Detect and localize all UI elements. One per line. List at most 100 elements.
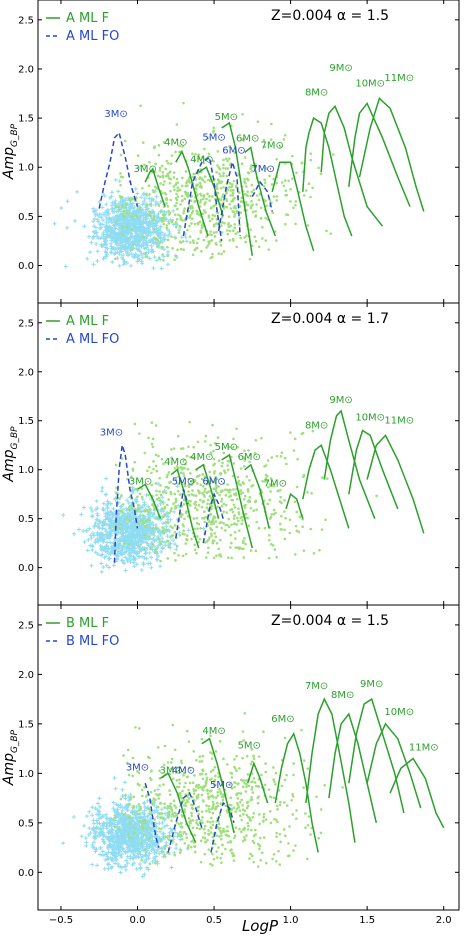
f-star-point — [185, 798, 189, 802]
f-model-track — [144, 167, 166, 207]
f-star-point — [183, 533, 186, 536]
f-star-point — [204, 515, 207, 519]
f-star-point — [147, 436, 150, 440]
f-star-point — [191, 781, 195, 785]
f-star-point — [175, 499, 178, 502]
fo-star-point — [61, 513, 66, 518]
fo-star-point — [108, 241, 113, 246]
fo-star-point — [133, 557, 138, 562]
f-star-point — [245, 813, 249, 817]
fo-star-point — [117, 252, 122, 257]
f-star-point — [341, 786, 344, 789]
f-star-point — [199, 860, 203, 864]
f-star-point — [125, 517, 129, 520]
f-star-point — [130, 248, 133, 252]
fo-star-point — [119, 821, 124, 826]
fo-star-point — [100, 853, 105, 858]
f-star-point — [144, 255, 148, 258]
fo-star-point — [134, 866, 139, 871]
fo-star-point — [90, 543, 95, 548]
fo-star-point — [135, 846, 140, 851]
f-star-point — [113, 825, 117, 828]
f-star-point — [235, 516, 239, 520]
f-star-point — [188, 235, 192, 238]
f-star-point — [293, 437, 297, 441]
scatter-points — [61, 711, 344, 879]
f-star-point — [179, 216, 183, 220]
fo-star-point — [94, 499, 99, 504]
f-star-point — [143, 525, 147, 528]
fo-star-point — [92, 209, 97, 214]
f-star-point — [280, 501, 283, 505]
f-star-point — [203, 147, 206, 151]
f-star-point — [319, 808, 323, 811]
f-star-point — [184, 781, 187, 785]
fo-star-point — [119, 249, 124, 254]
f-star-point — [123, 542, 126, 545]
f-star-point — [181, 176, 184, 180]
f-star-point — [189, 241, 192, 244]
f-star-point — [287, 842, 290, 845]
f-star-point — [217, 822, 221, 826]
f-star-point — [165, 520, 169, 524]
f-star-point — [241, 541, 245, 545]
f-star-point — [254, 209, 258, 213]
f-star-point — [206, 502, 209, 506]
f-star-point — [152, 797, 156, 800]
fo-star-point — [134, 822, 139, 827]
f-star-point — [203, 180, 207, 184]
f-star-point — [289, 188, 292, 191]
f-star-point — [268, 538, 271, 542]
f-star-point — [258, 822, 261, 826]
fo-star-point — [133, 226, 138, 231]
f-star-point — [175, 779, 179, 782]
fo-star-point — [140, 830, 145, 835]
f-star-point — [193, 833, 196, 837]
fo-star-point — [118, 843, 123, 848]
fo-star-point — [93, 521, 98, 526]
fo-star-point — [129, 536, 134, 541]
fo-star-point — [84, 843, 89, 848]
f-model-track — [389, 757, 445, 829]
fo-star-point — [79, 834, 84, 839]
f-star-point — [241, 730, 245, 733]
f-star-point — [251, 210, 255, 214]
x-tick-label: 1.5 — [359, 915, 375, 926]
f-model-track — [160, 772, 197, 843]
fo-star-point — [115, 233, 120, 238]
fo-star-point — [124, 556, 129, 561]
f-star-point — [137, 522, 141, 526]
f-star-point — [200, 177, 204, 180]
fo-star-point — [110, 260, 115, 265]
f-star-point — [210, 206, 213, 209]
fo-star-point — [130, 239, 135, 244]
f-star-point — [132, 806, 135, 810]
f-star-point — [140, 858, 143, 862]
f-star-point — [211, 539, 215, 542]
f-star-point — [278, 863, 282, 866]
f-star-point — [128, 822, 132, 825]
f-star-point — [233, 213, 237, 216]
f-star-point — [160, 200, 163, 203]
fo-star-point — [145, 798, 150, 803]
f-star-point — [151, 437, 155, 441]
f-star-point — [200, 250, 203, 253]
fo-star-point — [104, 245, 109, 250]
f-star-point — [243, 781, 246, 785]
f-star-point — [323, 783, 327, 787]
f-star-point — [238, 827, 241, 831]
f-star-point — [230, 776, 234, 779]
f-star-point — [229, 849, 232, 852]
f-star-point — [161, 171, 165, 174]
f-star-point — [206, 178, 210, 182]
f-star-point — [228, 238, 232, 242]
fo-star-point — [140, 505, 145, 510]
fo-star-point — [130, 818, 135, 823]
f-star-point — [210, 534, 213, 538]
fo-star-point — [88, 250, 93, 255]
fo-star-point — [128, 792, 133, 797]
f-star-point — [188, 766, 191, 769]
fo-star-point — [153, 858, 158, 863]
fo-star-point — [95, 258, 100, 263]
f-star-point — [117, 205, 120, 208]
